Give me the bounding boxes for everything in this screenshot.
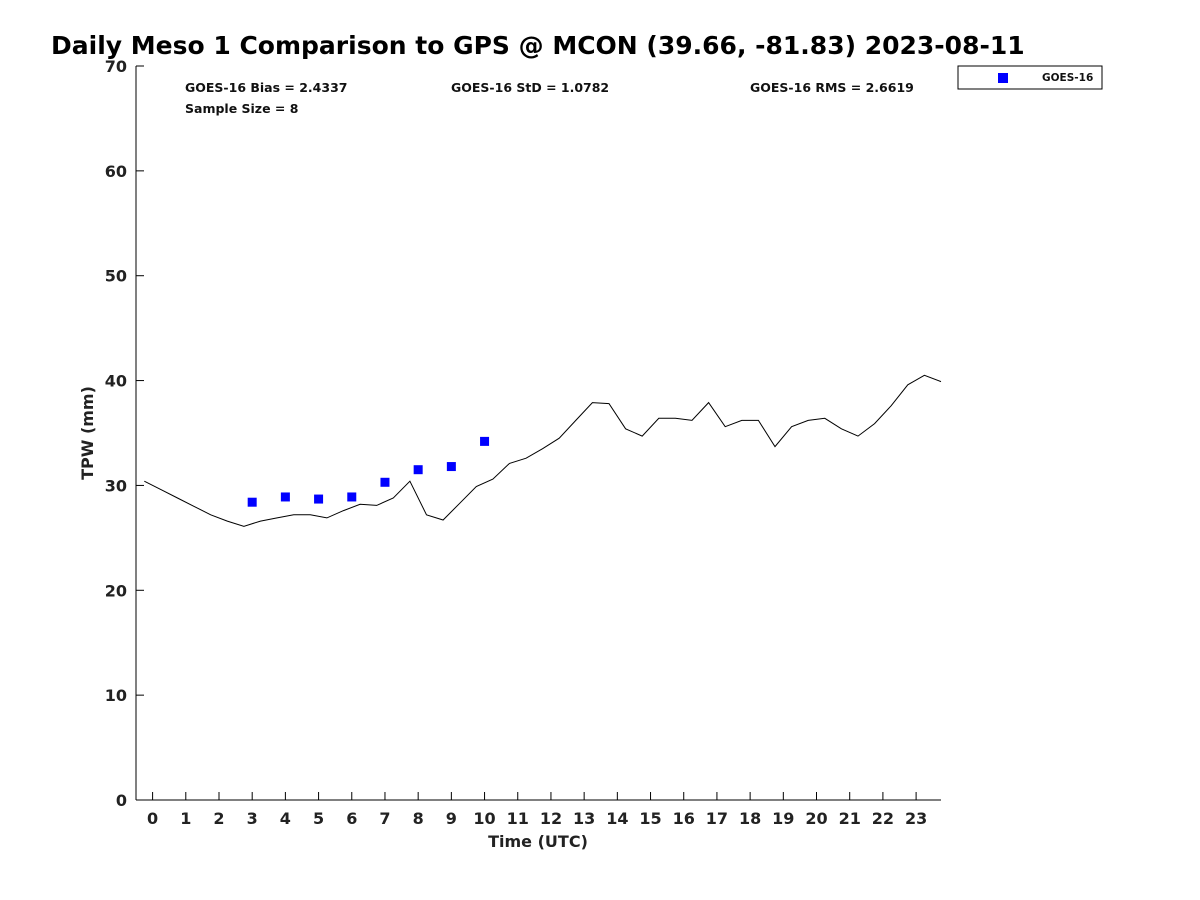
- x-tick-label: 11: [507, 809, 529, 828]
- x-tick-label: 16: [673, 809, 695, 828]
- stat-rms: GOES-16 RMS = 2.6619: [750, 80, 914, 95]
- y-tick-label: 20: [105, 581, 127, 600]
- y-tick-label: 60: [105, 162, 127, 181]
- x-tick-label: 15: [639, 809, 661, 828]
- y-tick-label: 70: [105, 57, 127, 76]
- x-tick-label: 12: [540, 809, 562, 828]
- goes16-point: [247, 497, 257, 507]
- goes16-point: [280, 492, 290, 502]
- x-tick-label: 0: [147, 809, 158, 828]
- x-tick-label: 3: [247, 809, 258, 828]
- y-tick-label: 40: [105, 372, 127, 391]
- gps-tpw-line: [144, 374, 942, 527]
- goes16-point: [380, 477, 390, 487]
- x-tick-label: 17: [706, 809, 728, 828]
- chart-title: Daily Meso 1 Comparison to GPS @ MCON (3…: [51, 31, 1025, 60]
- x-tick-label: 5: [313, 809, 324, 828]
- stat-bias: GOES-16 Bias = 2.4337: [185, 80, 347, 95]
- stat-sample-size: Sample Size = 8: [185, 101, 298, 116]
- x-tick-label: 1: [180, 809, 191, 828]
- legend-marker-goes16: [998, 73, 1008, 83]
- goes16-point: [413, 465, 423, 475]
- x-tick-label: 8: [413, 809, 424, 828]
- y-tick-label: 0: [116, 791, 127, 810]
- x-tick-label: 7: [379, 809, 390, 828]
- x-tick-label: 13: [573, 809, 595, 828]
- stat-std: GOES-16 StD = 1.0782: [451, 80, 609, 95]
- goes16-point: [446, 462, 456, 472]
- x-tick-label: 20: [805, 809, 827, 828]
- goes16-point: [314, 494, 324, 504]
- legend-label-goes16: GOES-16: [1042, 72, 1093, 84]
- goes16-markers: [247, 436, 490, 507]
- y-axis-label: TPW (mm): [78, 386, 97, 480]
- goes16-point: [347, 492, 357, 502]
- x-tick-label: 21: [839, 809, 861, 828]
- legend: GOES-16: [957, 65, 1103, 90]
- x-tick-label: 22: [872, 809, 894, 828]
- x-tick-label: 4: [280, 809, 291, 828]
- x-tick-label: 19: [772, 809, 794, 828]
- x-tick-label: 14: [606, 809, 628, 828]
- x-tick-label: 6: [346, 809, 357, 828]
- gps-line-group: [144, 374, 942, 527]
- y-tick-label: 50: [105, 267, 127, 286]
- x-tick-label: 23: [905, 809, 927, 828]
- y-tick-label: 30: [105, 476, 127, 495]
- x-tick-label: 10: [473, 809, 495, 828]
- x-tick-label: 2: [213, 809, 224, 828]
- x-tick-label: 9: [446, 809, 457, 828]
- goes16-point: [480, 436, 490, 446]
- x-tick-label: 18: [739, 809, 761, 828]
- x-axis-label: Time (UTC): [488, 832, 588, 851]
- legend-box: [957, 65, 1103, 90]
- y-tick-label: 10: [105, 686, 127, 705]
